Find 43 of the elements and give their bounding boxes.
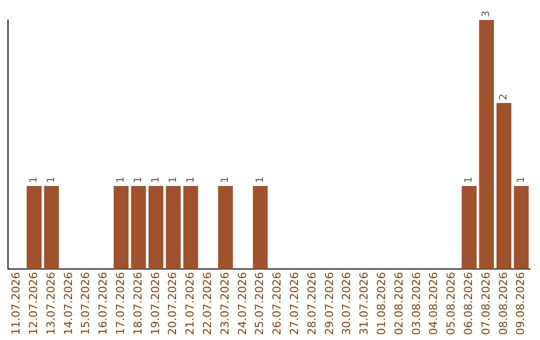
x-tick-label: 16.07.2026 [96,272,110,336]
x-tick-label: 02.08.2026 [392,272,406,336]
data-label: 1 [168,176,179,184]
x-tick-label: 18.07.2026 [131,272,144,336]
x-tick-label: 07.08.2026 [479,272,492,336]
data-label: 1 [150,176,162,184]
data-label: 1 [254,176,266,184]
x-tick-label: 13.07.2026 [44,272,58,336]
data-label: 2 [498,94,510,100]
x-tick-label: 05.08.2026 [444,272,458,336]
data-label: 1 [220,176,232,184]
x-tick-label: 06.08.2026 [462,272,475,336]
x-tick-label: 24.07.2026 [236,272,249,336]
data-label: 1 [516,176,527,184]
data-label: 1 [464,176,475,184]
x-tick-label: 25.07.2026 [253,272,266,336]
x-tick-label: 11.07.2026 [10,272,23,336]
x-tick-label: 22.07.2026 [200,272,214,336]
x-tick-label: 15.07.2026 [79,272,92,336]
data-label: 1 [185,176,196,184]
x-tick-label: 08.08.2026 [496,272,510,336]
x-tick-label: 04.08.2026 [427,272,440,336]
data-label: 3 [481,10,492,17]
x-tick-label: 30.07.2026 [340,272,354,336]
x-tick-label: 23.07.2026 [218,272,232,336]
x-tick-label: 03.08.2026 [410,272,423,336]
data-label: 1 [28,176,40,184]
x-tick-label: 20.07.2026 [166,272,180,336]
data-label: 1 [133,176,144,184]
x-tick-label: 19.07.2026 [148,272,162,336]
x-tick-label: 12.07.2026 [26,272,40,336]
x-tick-label: 21.07.2026 [184,272,197,336]
x-tick-label: 29.07.2026 [322,272,336,336]
x-tick-label: 17.07.2026 [114,272,127,336]
x-tick-label: 27.07.2026 [288,272,301,336]
x-tick-label: 31.07.2026 [358,272,371,336]
x-tick-label: 01.08.2026 [374,272,388,336]
data-label: 1 [116,176,127,184]
x-tick-label: 14.07.2026 [62,272,75,336]
x-tick-label: 26.07.2026 [270,272,284,336]
data-label: 1 [46,176,58,184]
x-tick-label: 28.07.2026 [305,272,318,336]
x-tick-label: 09.08.2026 [514,272,528,336]
